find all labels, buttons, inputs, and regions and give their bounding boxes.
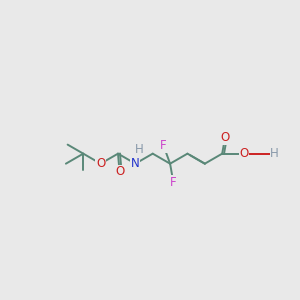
Text: O: O: [239, 147, 249, 160]
Text: O: O: [115, 165, 124, 178]
Text: H: H: [270, 147, 279, 160]
Text: O: O: [220, 131, 230, 144]
Text: N: N: [131, 157, 140, 170]
Text: F: F: [170, 176, 177, 189]
Text: O: O: [96, 157, 105, 170]
Text: H: H: [135, 143, 144, 156]
Text: F: F: [160, 140, 167, 152]
